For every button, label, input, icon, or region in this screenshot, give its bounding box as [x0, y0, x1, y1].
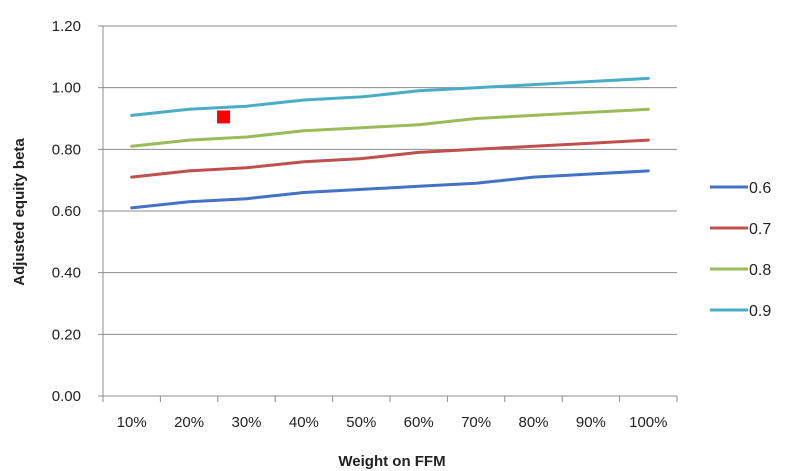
series-line-0.6: [130, 169, 650, 210]
legend-item: 0.7: [710, 221, 771, 238]
series-line-0.7: [130, 138, 650, 179]
x-axis-title: Weight on FFM: [338, 453, 445, 470]
series-line-0.9: [130, 76, 650, 117]
series-line-0.8: [130, 107, 650, 148]
y-tick-label: 1.00: [52, 80, 81, 97]
legend-item: 0.8: [710, 262, 771, 279]
y-tick-label: 0.20: [52, 326, 81, 343]
axes: [98, 25, 678, 402]
legend-label: 0.8: [749, 262, 771, 279]
gridlines: [103, 25, 677, 335]
y-tick-labels: 0.00 0.20 0.40 0.60 0.80 1.00 1.20: [52, 18, 81, 405]
x-tick-label: 80%: [518, 414, 548, 431]
x-tick-label: 50%: [346, 414, 376, 431]
red-square-marker: [217, 110, 231, 124]
x-tick-labels: 10% 20% 30% 40% 50% 60% 70% 80% 90% 100%: [117, 414, 668, 431]
x-tick-label: 60%: [404, 414, 434, 431]
legend: 0.6 0.7 0.8 0.9: [710, 180, 771, 320]
legend-label: 0.6: [749, 180, 771, 197]
x-tick-label: 90%: [576, 414, 606, 431]
highlight-marker: [217, 110, 231, 124]
y-tick-label: 0.80: [52, 141, 81, 158]
y-axis-title: Adjusted equity beta: [11, 138, 28, 286]
x-tick-label: 10%: [117, 414, 147, 431]
x-tick-label: 100%: [629, 414, 667, 431]
legend-item: 0.6: [710, 180, 771, 197]
legend-item: 0.9: [710, 303, 771, 320]
x-tick-label: 70%: [461, 414, 491, 431]
y-tick-label: 0.40: [52, 265, 81, 282]
x-tick-label: 20%: [174, 414, 204, 431]
legend-label: 0.7: [749, 221, 771, 238]
legend-label: 0.9: [749, 303, 771, 320]
series-lines: [130, 76, 650, 210]
y-tick-label: 0.60: [52, 203, 81, 220]
y-tick-label: 0.00: [52, 388, 81, 405]
y-tick-label: 1.20: [52, 18, 81, 35]
x-tick-label: 30%: [231, 414, 261, 431]
x-tick-label: 40%: [289, 414, 319, 431]
